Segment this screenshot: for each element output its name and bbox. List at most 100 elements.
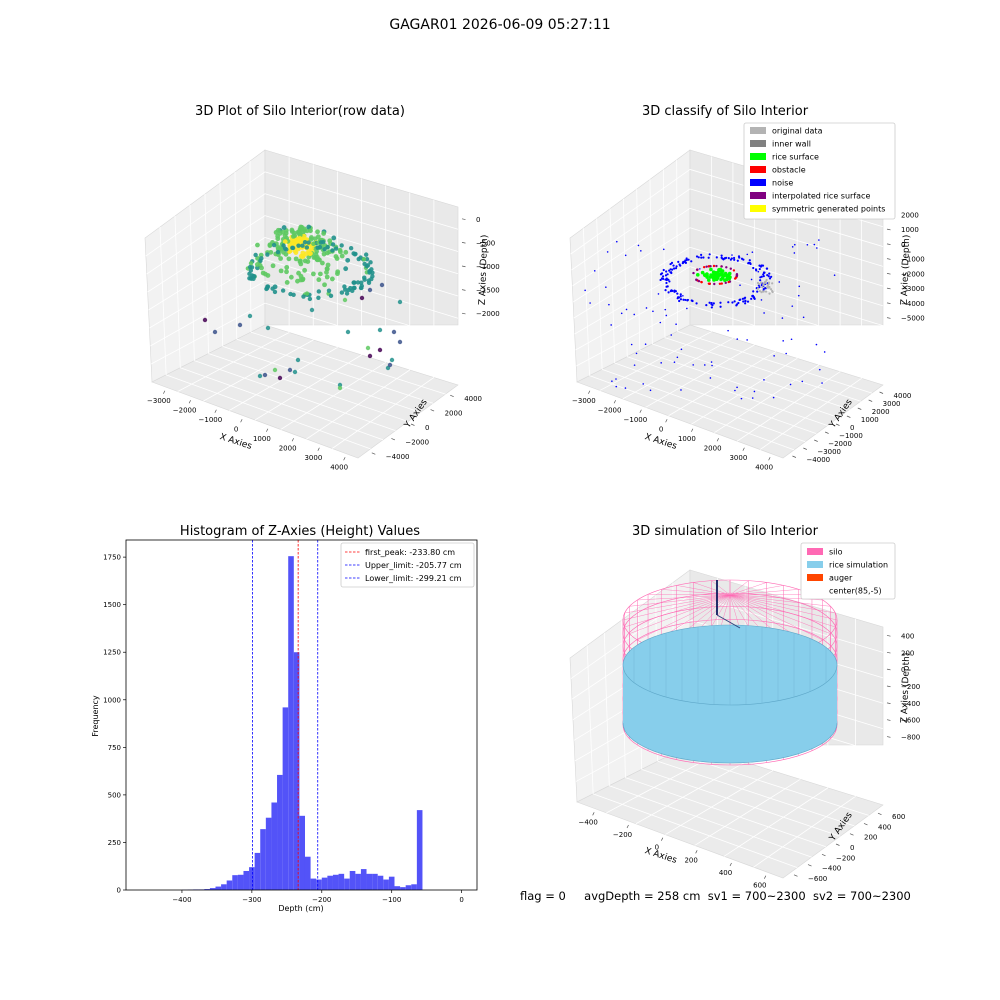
p1-axes-panes	[144, 149, 459, 459]
noise-point	[746, 300, 750, 303]
data-point	[304, 245, 310, 250]
noise-point	[763, 379, 765, 381]
p2-ticks: −3000−2000−100001000200030004000−4000−30…	[572, 211, 925, 471]
grid-line	[596, 218, 603, 370]
grid-line	[593, 793, 798, 868]
noise-point	[669, 271, 671, 274]
grid-line	[689, 285, 884, 346]
histogram-bar	[372, 873, 378, 890]
noise-point	[690, 260, 693, 263]
original-point	[758, 289, 762, 293]
data-point	[389, 357, 395, 363]
data-point	[283, 251, 289, 257]
data-point	[370, 274, 375, 279]
silo-roof-strut	[629, 594, 731, 634]
grid-line	[635, 761, 746, 825]
noise-point	[700, 253, 703, 256]
noise-point	[691, 299, 694, 303]
noise-point	[708, 301, 711, 304]
data-point	[295, 278, 300, 284]
z-axis-tick-mark	[886, 668, 891, 671]
rice-surface-point	[700, 270, 705, 275]
x-axis-tick-label: 0	[659, 425, 663, 433]
y-axis-tick-label: 1000	[861, 416, 879, 424]
noise-point	[662, 248, 665, 251]
data-point	[343, 266, 349, 272]
legend-swatch	[750, 192, 766, 199]
x-axis-tick-label: 3000	[729, 454, 747, 462]
noise-point	[659, 321, 662, 324]
data-point	[252, 274, 257, 279]
grid-line	[249, 160, 252, 333]
x-axis-tick-label: −400	[579, 818, 598, 826]
data-point	[366, 280, 372, 285]
data-point	[237, 322, 243, 328]
noise-point	[657, 293, 660, 295]
original-point	[765, 286, 769, 289]
data-point	[280, 288, 286, 293]
histogram-bar	[260, 829, 266, 890]
data-point	[278, 256, 284, 261]
data-point	[363, 252, 369, 257]
data-point	[300, 276, 306, 282]
noise-point	[668, 280, 671, 283]
data-point	[368, 260, 373, 265]
noise-point	[750, 297, 753, 300]
x-axis-tick-label: 1000	[678, 435, 696, 443]
noise-point	[679, 293, 682, 296]
z-axis-tick-label: −1000	[901, 256, 925, 264]
data-point	[324, 274, 330, 280]
data-point	[339, 243, 344, 248]
noise-point	[746, 253, 749, 256]
grid-line	[665, 770, 773, 835]
histogram-bar	[243, 870, 250, 890]
obstacle-point	[724, 281, 727, 285]
histogram-bar	[383, 879, 389, 890]
grid-line	[691, 357, 798, 425]
histogram-bar	[411, 884, 417, 890]
rice-surface-point	[714, 277, 719, 282]
data-point	[290, 245, 296, 251]
legend-label: Upper_limit: -205.77 cm	[365, 561, 462, 570]
rice-surface-point	[712, 275, 717, 279]
noise-point	[733, 300, 736, 303]
classified-3d-scatter-chart: −3000−2000−100001000200030004000−4000−30…	[569, 122, 925, 471]
noise-point	[665, 314, 668, 317]
noise-point	[669, 290, 672, 293]
data-point	[288, 274, 294, 280]
panel1-title: 3D Plot of Silo Interior(row data)	[195, 104, 405, 119]
obstacle-point	[712, 264, 716, 268]
noise-point	[723, 257, 726, 260]
noise-point	[673, 361, 676, 363]
noise-point	[772, 396, 775, 399]
y-tick-label: 750	[108, 744, 121, 752]
noise-point	[759, 276, 762, 279]
x-axis-tick-mark	[343, 457, 346, 461]
noise-point	[753, 390, 756, 393]
p1-ticks: −3000−2000−100001000200030004000−4000−20…	[147, 216, 500, 471]
data-point	[270, 263, 276, 269]
data-point	[272, 367, 278, 373]
data-point	[361, 256, 367, 262]
x-axis-tick-label: 2000	[704, 444, 722, 452]
data-point	[265, 252, 270, 257]
histogram-bar	[327, 875, 333, 890]
noise-point	[733, 258, 736, 261]
data-point	[343, 287, 348, 292]
noise-point	[719, 305, 722, 308]
noise-point	[743, 297, 746, 300]
noise-point	[757, 270, 760, 273]
obstacle-point	[725, 266, 728, 269]
figure-title: GAGAR01 2026-06-09 05:27:11	[389, 17, 611, 33]
noise-point	[711, 304, 714, 307]
grid-line	[622, 198, 628, 357]
silo-roof-strut	[729, 594, 831, 607]
legend-label: rice simulation	[829, 561, 888, 570]
silo-roof-strut	[693, 582, 731, 596]
noise-point	[765, 267, 769, 270]
histogram-ylabel: Frequency	[91, 695, 100, 737]
noise-point	[767, 275, 770, 278]
histogram-bar	[321, 877, 328, 890]
noise-point	[770, 275, 773, 278]
y-axis-tick-label: −600	[808, 875, 827, 883]
